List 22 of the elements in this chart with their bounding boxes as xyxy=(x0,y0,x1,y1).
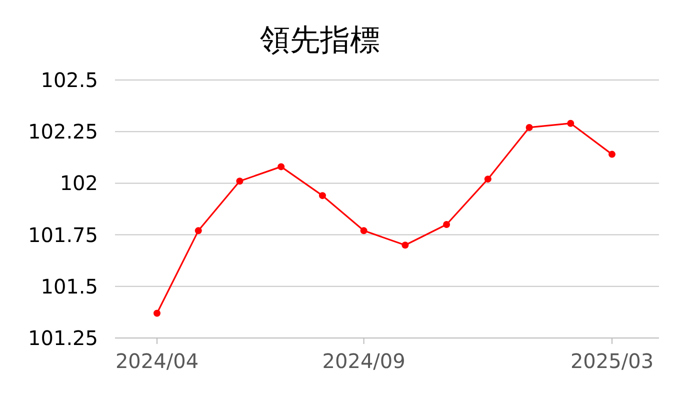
y-tick-label: 101.75 xyxy=(28,222,98,247)
point xyxy=(567,120,574,127)
point xyxy=(443,220,450,228)
x-tick-label: 2024/04 xyxy=(115,349,199,373)
x-tick-label: 2024/09 xyxy=(322,349,406,373)
x-tick-label: 2025/03 xyxy=(570,349,654,373)
point xyxy=(526,124,533,131)
y-tick-label: 101.5 xyxy=(40,274,98,298)
y-tick-label: 101.25 xyxy=(28,326,98,350)
y-tick-label: 102 xyxy=(60,171,98,196)
point xyxy=(402,242,409,249)
point xyxy=(484,176,492,183)
point xyxy=(360,227,368,234)
chart-title: 領先指標 xyxy=(260,23,380,58)
point xyxy=(318,192,326,200)
point xyxy=(194,227,202,234)
y-tick-label: 102.5 xyxy=(40,68,98,92)
point xyxy=(154,310,160,317)
y-tick-label: 102.25 xyxy=(28,120,98,144)
point xyxy=(278,163,285,170)
point xyxy=(236,178,244,185)
point xyxy=(608,150,616,158)
